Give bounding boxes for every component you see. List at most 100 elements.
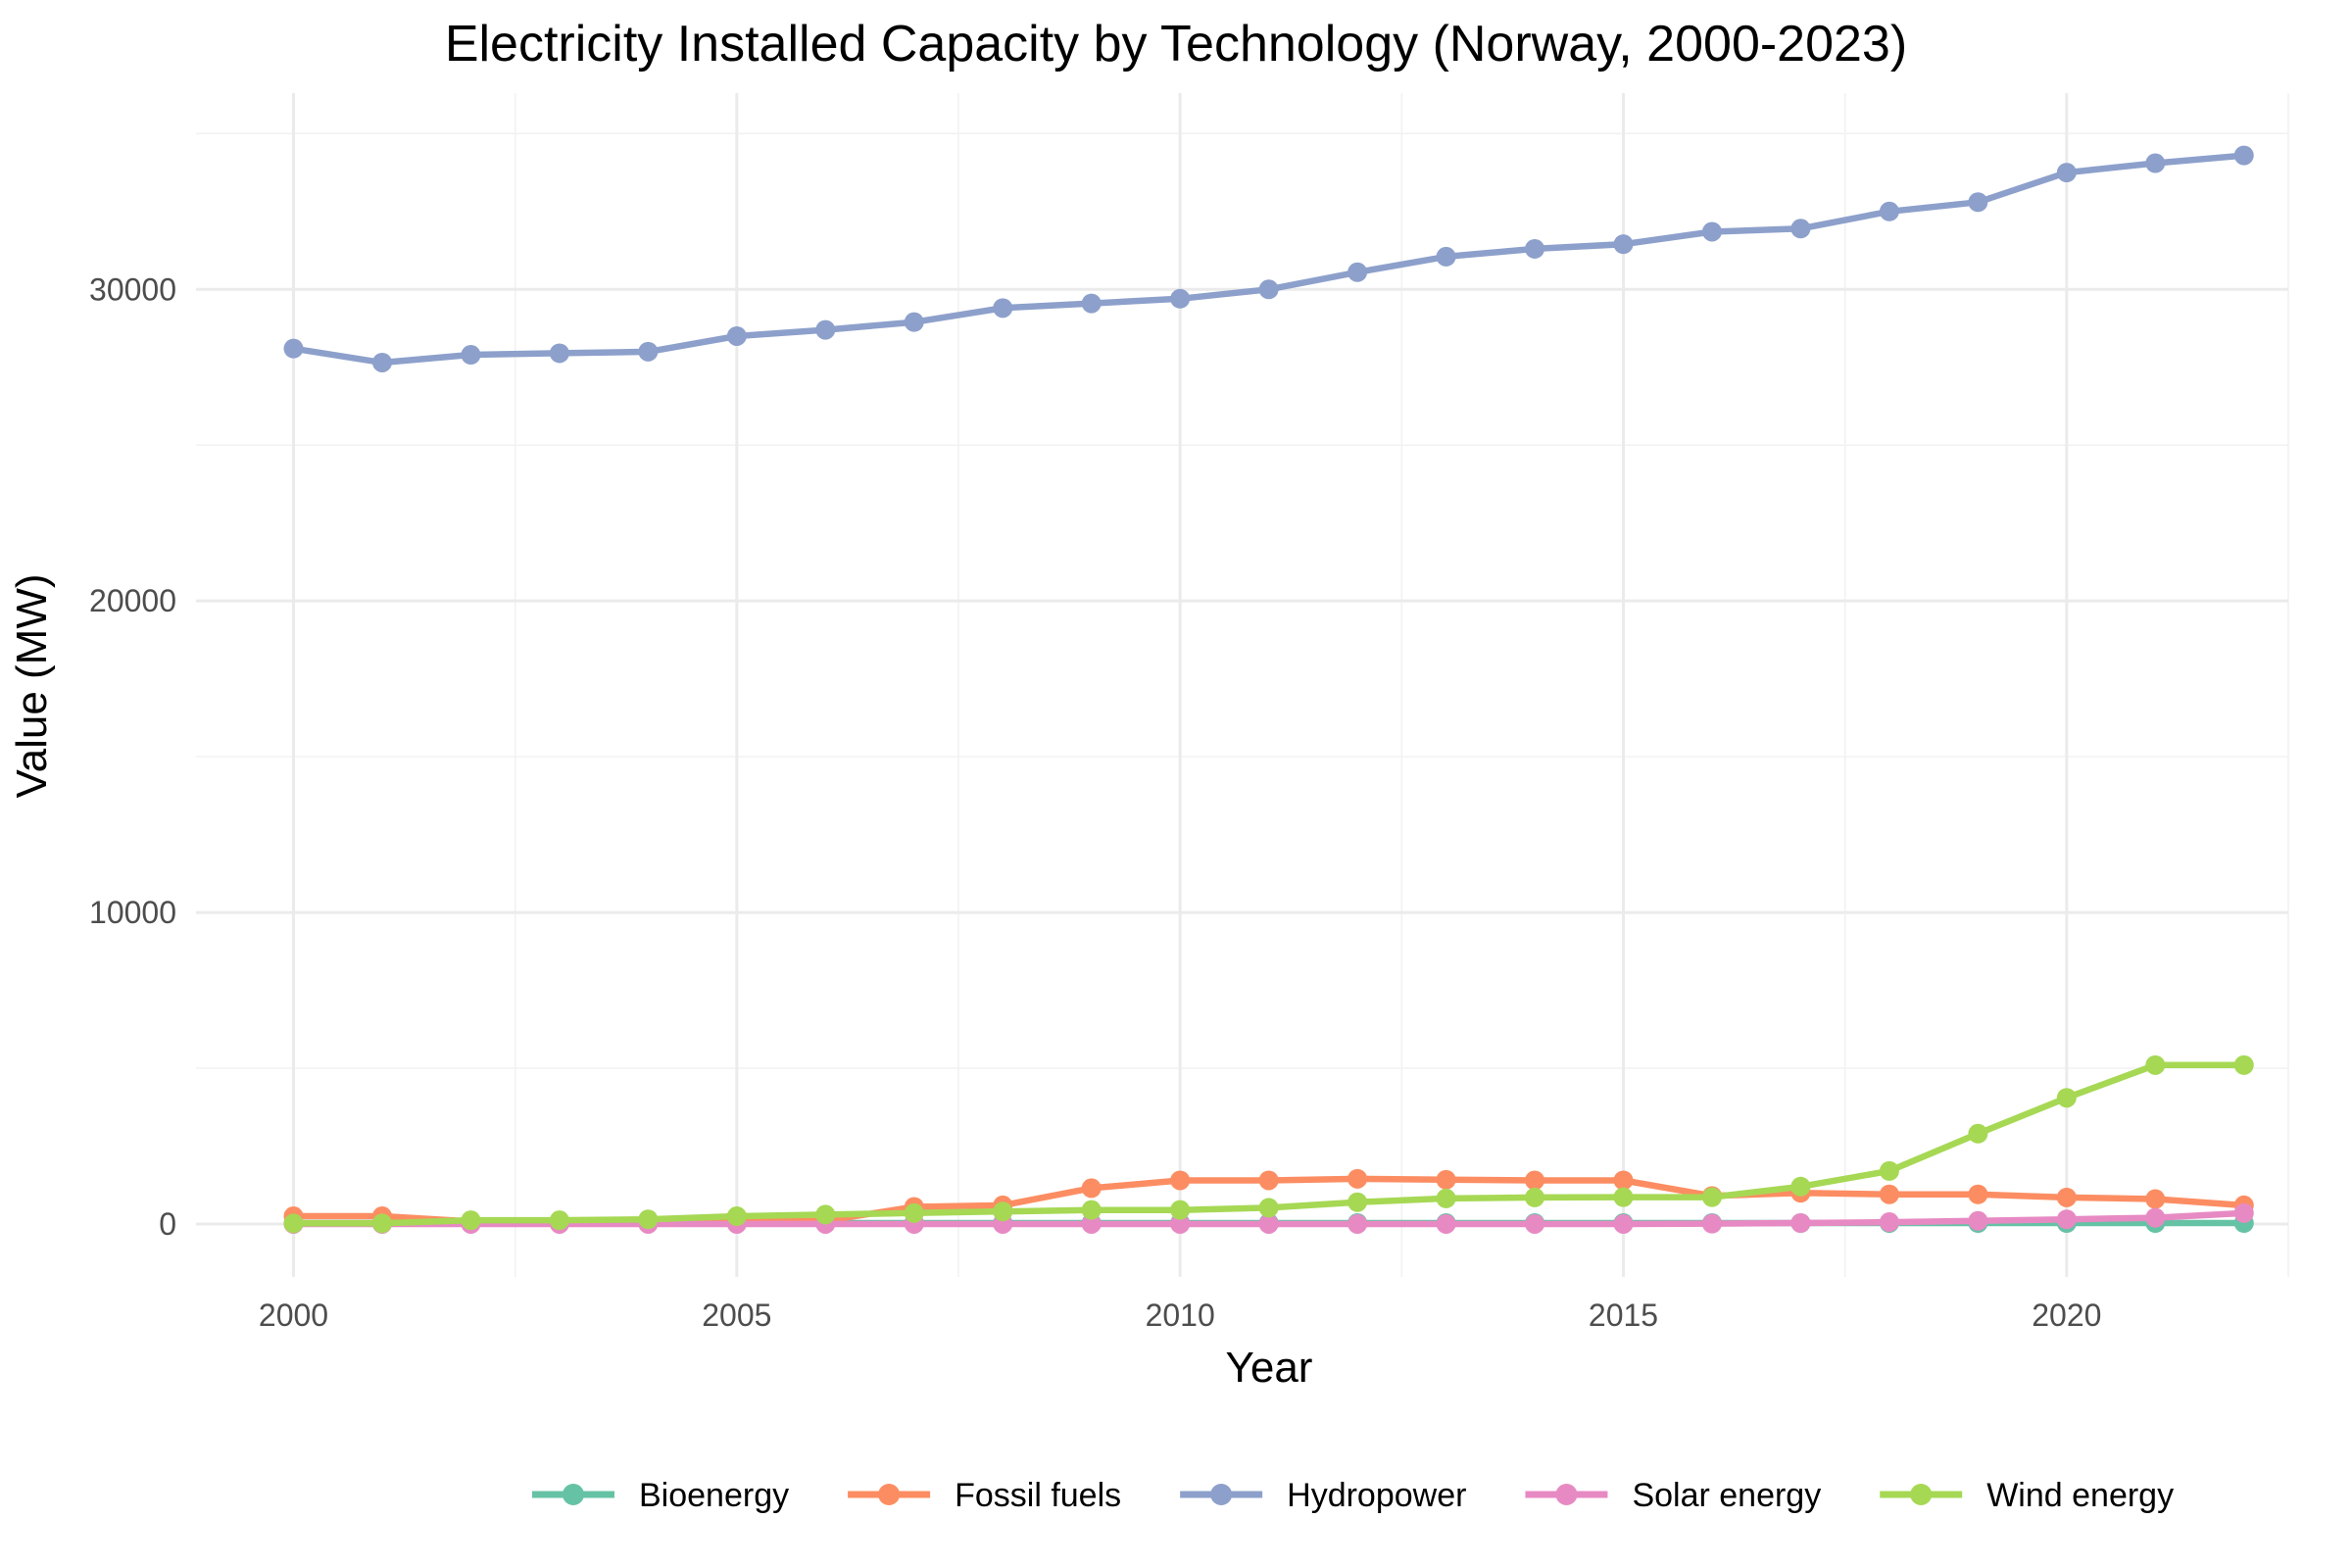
data-point-hydropower [1968, 192, 1988, 213]
data-point-fossil-fuels [2145, 1189, 2166, 1209]
data-point-hydropower [1436, 246, 1456, 267]
data-point-wind-energy [904, 1202, 924, 1223]
data-point-fossil-fuels [1879, 1184, 1899, 1204]
legend-item-hydropower: Hydropower [1180, 1477, 1466, 1514]
x-tick-label: 2010 [1146, 1298, 1215, 1333]
legend-label: Solar energy [1632, 1477, 1821, 1514]
data-point-solar-energy [1348, 1213, 1368, 1234]
data-point-wind-energy [1790, 1176, 1811, 1197]
data-point-hydropower [1879, 201, 1899, 221]
data-point-solar-energy [1525, 1213, 1545, 1234]
y-axis-tick-labels: 0 10000 20000 30000 [89, 271, 176, 1242]
data-point-solar-energy [2233, 1202, 2254, 1223]
data-point-wind-energy [1879, 1160, 1899, 1181]
data-point-wind-energy [1613, 1187, 1634, 1207]
data-point-hydropower [993, 298, 1013, 318]
grid-lines [196, 93, 2289, 1277]
data-point-hydropower [2233, 145, 2254, 166]
data-point-solar-energy [1170, 1213, 1191, 1234]
data-point-hydropower [1525, 238, 1545, 259]
data-point-fossil-fuels [1258, 1170, 1279, 1191]
data-point-hydropower [904, 312, 924, 332]
legend-label: Fossil fuels [955, 1477, 1121, 1514]
data-point-hydropower [1258, 279, 1279, 300]
data-point-hydropower [638, 341, 659, 362]
legend-item-bioenergy: Bioenergy [532, 1477, 789, 1514]
x-tick-label: 2015 [1589, 1298, 1658, 1333]
data-point-wind-energy [2145, 1054, 2166, 1075]
data-point-hydropower [2145, 153, 2166, 173]
legend: Bioenergy Fossil fuels Hydropower Solar ene… [532, 1477, 2174, 1514]
series-wind-energy [283, 1054, 2254, 1234]
legend-item-fossil-fuels: Fossil fuels [848, 1477, 1121, 1514]
data-point-solar-energy [2056, 1209, 2077, 1230]
legend-item-solar-energy: Solar energy [1525, 1477, 1821, 1514]
legend-label: Hydropower [1287, 1477, 1466, 1514]
data-point-wind-energy [371, 1213, 392, 1234]
data-point-wind-energy [1258, 1198, 1279, 1218]
x-tick-label: 2020 [2032, 1298, 2101, 1333]
data-point-wind-energy [461, 1210, 481, 1231]
x-tick-label: 2000 [259, 1298, 328, 1333]
data-point-hydropower [726, 325, 747, 346]
y-tick-label: 0 [159, 1206, 176, 1242]
legend-item-wind-energy: Wind energy [1880, 1477, 2174, 1514]
legend-label: Bioenergy [639, 1477, 789, 1514]
data-point-hydropower [461, 345, 481, 366]
data-point-wind-energy [1968, 1123, 1988, 1144]
data-point-solar-energy [1436, 1213, 1456, 1234]
data-point-hydropower [1613, 234, 1634, 255]
series-hydropower [283, 145, 2254, 372]
legend-key-point [878, 1484, 901, 1505]
data-point-solar-energy [2145, 1207, 2166, 1228]
data-point-wind-energy [638, 1209, 659, 1230]
data-point-hydropower [1790, 219, 1811, 239]
y-axis-title: Value (MW) [8, 574, 56, 799]
data-point-hydropower [1081, 293, 1102, 314]
chart-title: Electricity Installed Capacity by Techno… [445, 16, 1907, 73]
x-axis-tick-labels: 2000 2005 2010 2015 2020 [259, 1298, 2102, 1333]
data-point-fossil-fuels [1525, 1170, 1545, 1191]
data-point-wind-energy [1701, 1187, 1722, 1207]
data-point-fossil-fuels [1613, 1170, 1634, 1191]
data-point-wind-energy [1348, 1192, 1368, 1212]
data-point-wind-energy [549, 1210, 569, 1231]
data-point-fossil-fuels [2056, 1187, 2077, 1207]
data-point-solar-energy [1968, 1210, 1988, 1231]
data-point-fossil-fuels [1348, 1168, 1368, 1189]
x-tick-label: 2005 [702, 1298, 771, 1333]
legend-key-point [1555, 1484, 1578, 1505]
data-point-solar-energy [1258, 1213, 1279, 1234]
data-point-hydropower [815, 319, 836, 340]
series-line-hydropower [290, 152, 2248, 367]
data-point-fossil-fuels [1170, 1170, 1191, 1191]
data-point-wind-energy [1081, 1200, 1102, 1220]
data-point-solar-energy [1701, 1213, 1722, 1234]
data-point-fossil-fuels [1968, 1184, 1988, 1204]
data-point-wind-energy [283, 1213, 304, 1234]
data-point-solar-energy [1790, 1213, 1811, 1234]
y-tick-label: 10000 [89, 895, 176, 930]
legend-key-point [1210, 1484, 1233, 1505]
data-point-hydropower [1701, 221, 1722, 242]
data-point-hydropower [549, 343, 569, 364]
x-axis-title: Year [1226, 1344, 1313, 1392]
data-point-wind-energy [2056, 1088, 2077, 1108]
data-point-wind-energy [1436, 1188, 1456, 1208]
legend-label: Wind energy [1986, 1477, 2174, 1514]
data-point-wind-energy [1525, 1187, 1545, 1207]
data-point-wind-energy [815, 1204, 836, 1225]
data-point-hydropower [1170, 288, 1191, 309]
legend-key-point [563, 1484, 584, 1505]
data-point-hydropower [283, 338, 304, 359]
data-point-wind-energy [1170, 1200, 1191, 1220]
data-point-wind-energy [993, 1201, 1013, 1222]
data-point-solar-energy [1613, 1213, 1634, 1234]
data-point-hydropower [371, 352, 392, 372]
legend-key-point [1910, 1484, 1933, 1505]
y-tick-label: 20000 [89, 583, 176, 618]
data-point-hydropower [1348, 262, 1368, 282]
data-point-solar-energy [1081, 1213, 1102, 1234]
y-tick-label: 30000 [89, 271, 176, 307]
